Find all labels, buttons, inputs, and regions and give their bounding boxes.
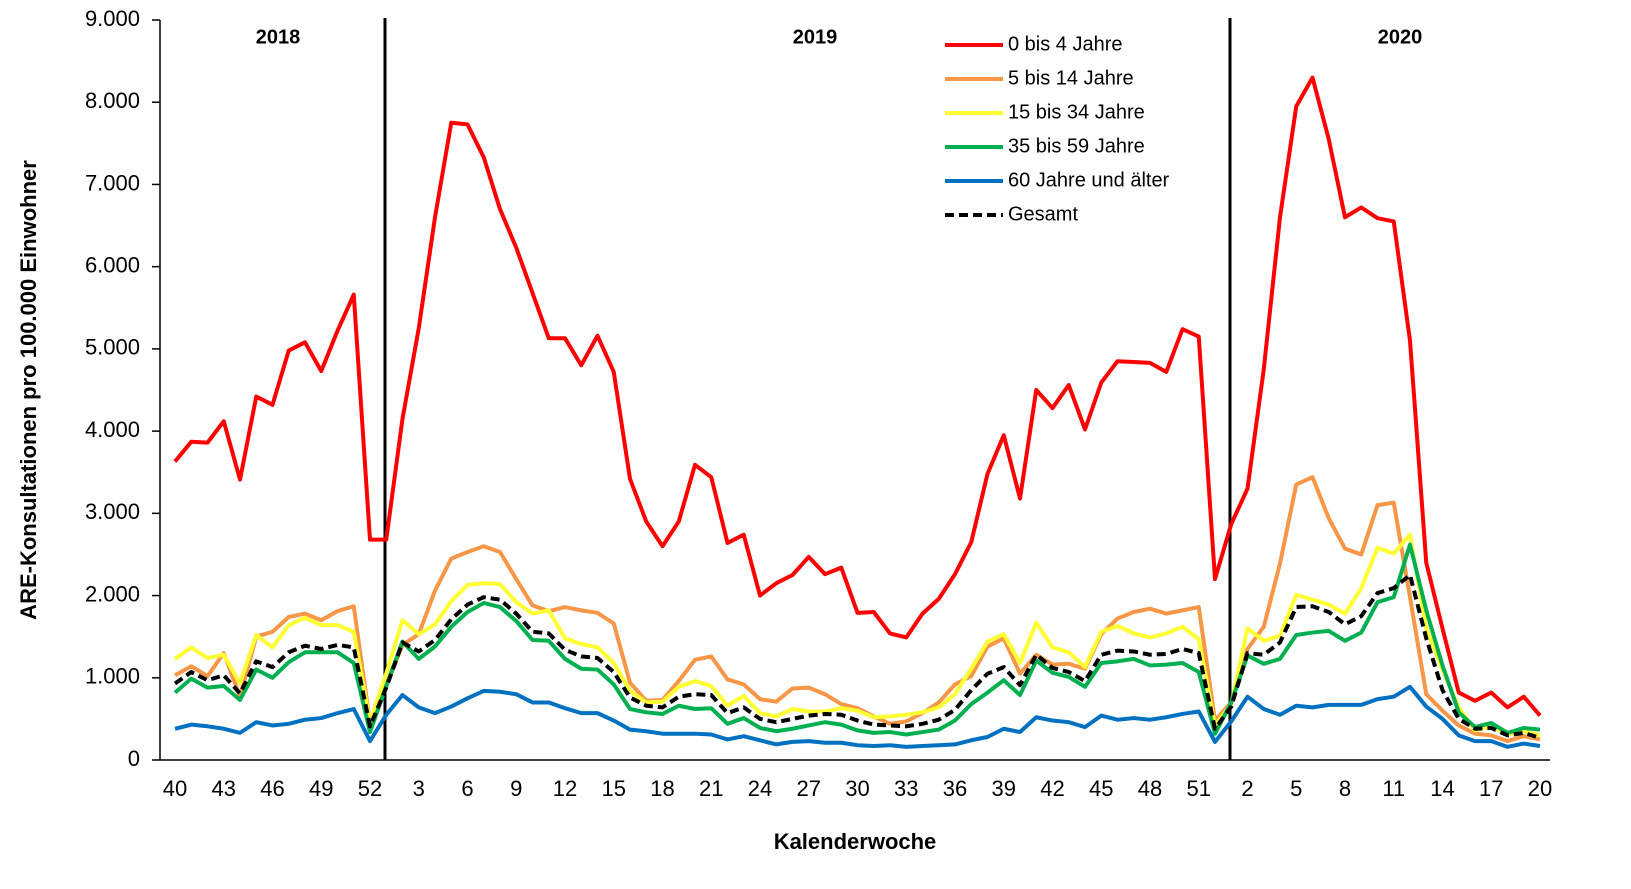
- year-label: 2018: [256, 26, 301, 48]
- y-tick-label: 5.000: [85, 335, 140, 360]
- x-tick-label: 12: [553, 776, 577, 801]
- x-tick-label: 21: [699, 776, 723, 801]
- year-label: 2019: [793, 26, 838, 48]
- y-tick-label: 7.000: [85, 170, 140, 195]
- x-tick-label: 52: [358, 776, 382, 801]
- x-axis-title: Kalenderwoche: [774, 829, 937, 854]
- x-tick-label: 33: [894, 776, 918, 801]
- x-tick-label: 8: [1339, 776, 1351, 801]
- x-tick-label: 24: [748, 776, 772, 801]
- y-tick-label: 0: [128, 746, 140, 771]
- legend-label: Gesamt: [1008, 203, 1078, 225]
- x-tick-label: 49: [309, 776, 333, 801]
- x-tick-label: 39: [992, 776, 1016, 801]
- x-tick-label: 42: [1040, 776, 1064, 801]
- x-tick-label: 15: [602, 776, 626, 801]
- x-tick-label: 11: [1382, 776, 1405, 801]
- y-axis-title: ARE-Konsultationen pro 100.000 Einwohner: [16, 160, 41, 620]
- y-tick-label: 8.000: [85, 88, 140, 113]
- series-line: [173, 573, 1541, 740]
- x-tick-label: 51: [1187, 776, 1211, 801]
- x-tick-label: 27: [797, 776, 821, 801]
- y-tick-label: 3.000: [85, 499, 140, 524]
- series-line: [174, 684, 1541, 749]
- year-label: 2020: [1378, 26, 1423, 48]
- x-tick-label: 45: [1089, 776, 1113, 801]
- series-line: [173, 532, 1541, 738]
- y-tick-label: 2.000: [85, 581, 140, 606]
- x-tick-label: 43: [212, 776, 236, 801]
- x-tick-label: 20: [1528, 776, 1552, 801]
- x-tick-label: 14: [1430, 776, 1454, 801]
- x-tick-label: 48: [1138, 776, 1162, 801]
- x-tick-label: 6: [461, 776, 473, 801]
- x-tick-label: 5: [1290, 776, 1302, 801]
- legend-label: 60 Jahre und älter: [1008, 169, 1170, 191]
- legend-label: 0 bis 4 Jahre: [1008, 33, 1123, 55]
- x-tick-label: 40: [163, 776, 187, 801]
- x-tick-label: 36: [943, 776, 967, 801]
- x-tick-label: 17: [1479, 776, 1503, 801]
- x-tick-label: 9: [510, 776, 522, 801]
- x-tick-label: 2: [1241, 776, 1253, 801]
- x-tick-label: 46: [260, 776, 284, 801]
- legend-label: 5 bis 14 Jahre: [1008, 67, 1134, 89]
- legend-label: 35 bis 59 Jahre: [1008, 135, 1145, 157]
- x-tick-label: 3: [413, 776, 425, 801]
- x-tick-label: 30: [845, 776, 869, 801]
- y-tick-label: 9.000: [85, 6, 140, 31]
- series-line: [173, 75, 1542, 717]
- x-tick-label: 18: [650, 776, 674, 801]
- y-tick-label: 6.000: [85, 252, 140, 277]
- y-tick-label: 1.000: [85, 664, 140, 689]
- legend-label: 15 bis 34 Jahre: [1008, 101, 1145, 123]
- y-tick-label: 4.000: [85, 417, 140, 442]
